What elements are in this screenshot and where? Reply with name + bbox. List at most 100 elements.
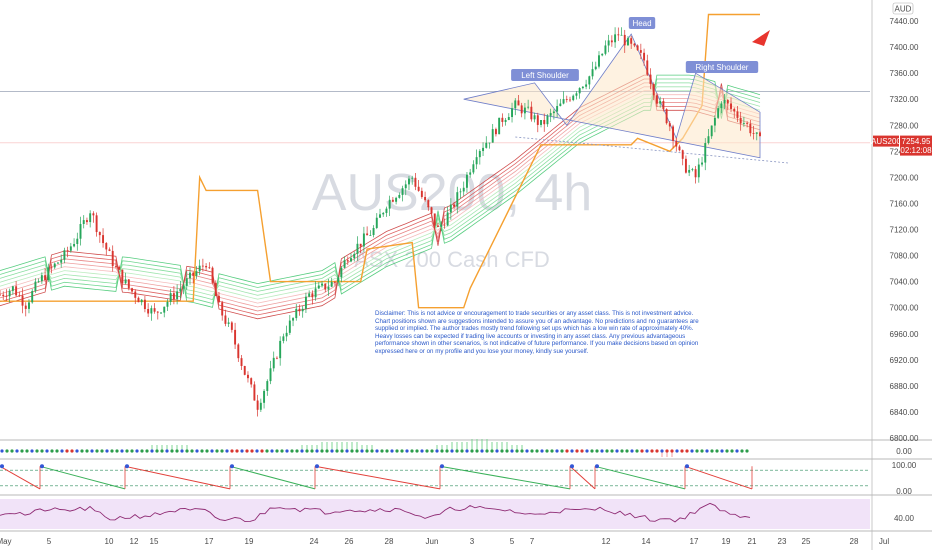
histogram-dot (680, 449, 684, 453)
candle-body (176, 291, 179, 300)
histogram-dot (325, 449, 329, 453)
candle-body (701, 162, 703, 165)
histogram-dot (660, 449, 664, 453)
price-tick-label: 6800.00 (890, 434, 919, 443)
time-tick-label: 17 (205, 537, 214, 546)
candle-body (21, 295, 24, 306)
candle-body (668, 123, 671, 127)
candle-body (279, 340, 282, 359)
time-tick-label: Jun (426, 537, 439, 546)
candle-body (150, 308, 153, 314)
candle-body (507, 117, 510, 120)
histogram-dot (580, 449, 584, 453)
histogram-dot (310, 449, 314, 453)
price-tick-label: 7200.00 (890, 173, 919, 182)
stochastic-signal-dot (40, 464, 44, 469)
candle-body (604, 45, 607, 54)
time-tick-label: 15 (150, 537, 159, 546)
candle-body (288, 320, 291, 333)
histogram-dot (350, 449, 354, 453)
candle-body (697, 164, 700, 178)
candle-body (259, 402, 262, 410)
time-tick-label: May (0, 537, 12, 546)
candle-body (443, 224, 446, 226)
histogram-dot (0, 449, 4, 453)
candle-body (73, 244, 76, 247)
candle-body (163, 306, 166, 313)
candle-body (179, 288, 182, 292)
candle-body (694, 169, 697, 178)
histogram-dot (455, 449, 459, 453)
histogram-dot (40, 449, 44, 453)
time-tick-label: 12 (130, 537, 139, 546)
histogram-dot (400, 449, 404, 453)
histogram-dot (340, 449, 344, 453)
histogram-dot (460, 449, 464, 453)
candle-body (630, 38, 633, 44)
histogram-dot (630, 449, 634, 453)
histogram-dot (10, 449, 14, 453)
histogram-dot (35, 449, 39, 453)
candle-body (755, 132, 758, 134)
candle-body (478, 151, 481, 158)
histogram-dot (205, 449, 209, 453)
histogram-dot (45, 449, 49, 453)
histogram-dot (165, 449, 169, 453)
candle-body (482, 147, 485, 152)
stochastic-tick-label: 0.00 (896, 487, 912, 496)
histogram-dot (305, 449, 309, 453)
histogram-dot (665, 449, 669, 453)
stochastic-line (229, 465, 316, 490)
candle-body (739, 117, 742, 124)
histogram-dot (130, 449, 134, 453)
candle-body (511, 108, 513, 118)
candle-body (147, 309, 150, 314)
candle-body (337, 277, 340, 283)
price-tick-label: 7120.00 (890, 226, 919, 235)
candle-body (675, 140, 678, 147)
histogram-dot (740, 449, 744, 453)
candle-body (572, 95, 575, 101)
candle-body (327, 286, 330, 290)
candle-body (353, 253, 356, 259)
price-axis[interactable]: 7440.007400.007360.007320.007280.007240.… (871, 2, 932, 443)
histogram-dot (590, 449, 594, 453)
histogram-dot (415, 449, 419, 453)
candle-body (111, 250, 114, 267)
candle-body (230, 322, 233, 330)
histogram-dot (705, 449, 709, 453)
candle-body (636, 45, 639, 51)
watermark: AUS200, 4h ASX 200 Cash CFD (312, 164, 592, 272)
histogram-dot (95, 449, 99, 453)
candle-body (733, 108, 736, 112)
histogram-dot (145, 449, 149, 453)
histogram-dot (100, 449, 104, 453)
candle-body (627, 38, 629, 46)
histogram-dot (290, 449, 294, 453)
candle-body (446, 212, 449, 226)
candle-body (391, 199, 394, 202)
candle-body (8, 290, 11, 297)
candle-body (672, 126, 675, 141)
histogram-dot (60, 449, 64, 453)
candle-body (359, 243, 362, 247)
histogram-dot (345, 449, 349, 453)
candle-body (533, 115, 536, 120)
histogram-dot (550, 449, 554, 453)
candle-body (752, 133, 755, 134)
histogram-dot (410, 449, 414, 453)
candle-body (730, 103, 732, 109)
candle-body (11, 286, 14, 291)
histogram-dot (430, 449, 434, 453)
histogram-dot (445, 449, 449, 453)
price-tick-label: 7360.00 (890, 69, 919, 78)
histogram-dot (555, 449, 559, 453)
candle-body (301, 308, 304, 312)
histogram-dot (365, 449, 369, 453)
time-tick-label: Jul (879, 537, 889, 546)
candle-body (520, 105, 523, 114)
histogram-dot (270, 449, 274, 453)
candle-body (382, 212, 385, 215)
time-axis[interactable]: May 5 10 12 15 17 19 24 26 28 Jun 3 5 7 12 14 17 19 21 23 25… (0, 537, 889, 546)
